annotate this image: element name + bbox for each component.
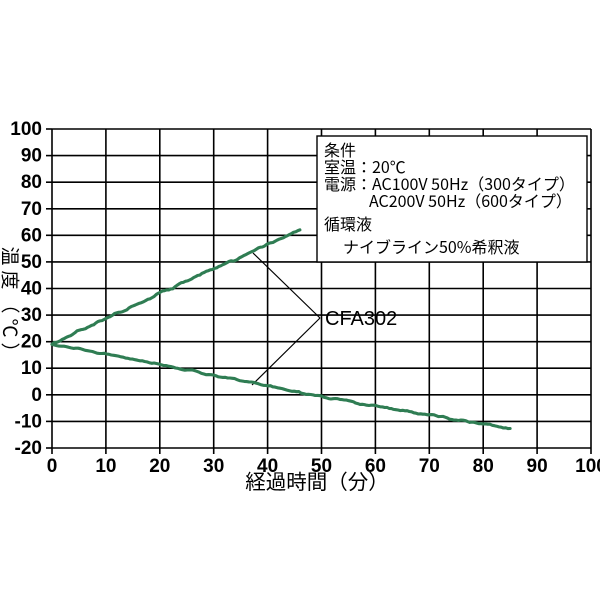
svg-text:20: 20 xyxy=(149,456,170,477)
svg-text:0: 0 xyxy=(31,385,42,406)
svg-text:80: 80 xyxy=(473,456,494,477)
svg-text:30: 30 xyxy=(203,456,224,477)
svg-text:0: 0 xyxy=(47,456,58,477)
svg-text:-20: -20 xyxy=(15,438,42,459)
svg-text:90: 90 xyxy=(21,146,42,167)
svg-text:80: 80 xyxy=(21,172,42,193)
svg-text:100: 100 xyxy=(575,456,600,477)
svg-text:90: 90 xyxy=(527,456,548,477)
svg-text:経過時間（分）: 経過時間（分） xyxy=(245,465,389,495)
svg-text:100: 100 xyxy=(10,119,42,140)
svg-text:CFA302: CFA302 xyxy=(325,308,397,330)
svg-text:70: 70 xyxy=(419,456,440,477)
svg-text:10: 10 xyxy=(95,456,116,477)
svg-text:70: 70 xyxy=(21,199,42,220)
svg-text:-10: -10 xyxy=(15,411,42,432)
svg-text:60: 60 xyxy=(21,225,42,246)
